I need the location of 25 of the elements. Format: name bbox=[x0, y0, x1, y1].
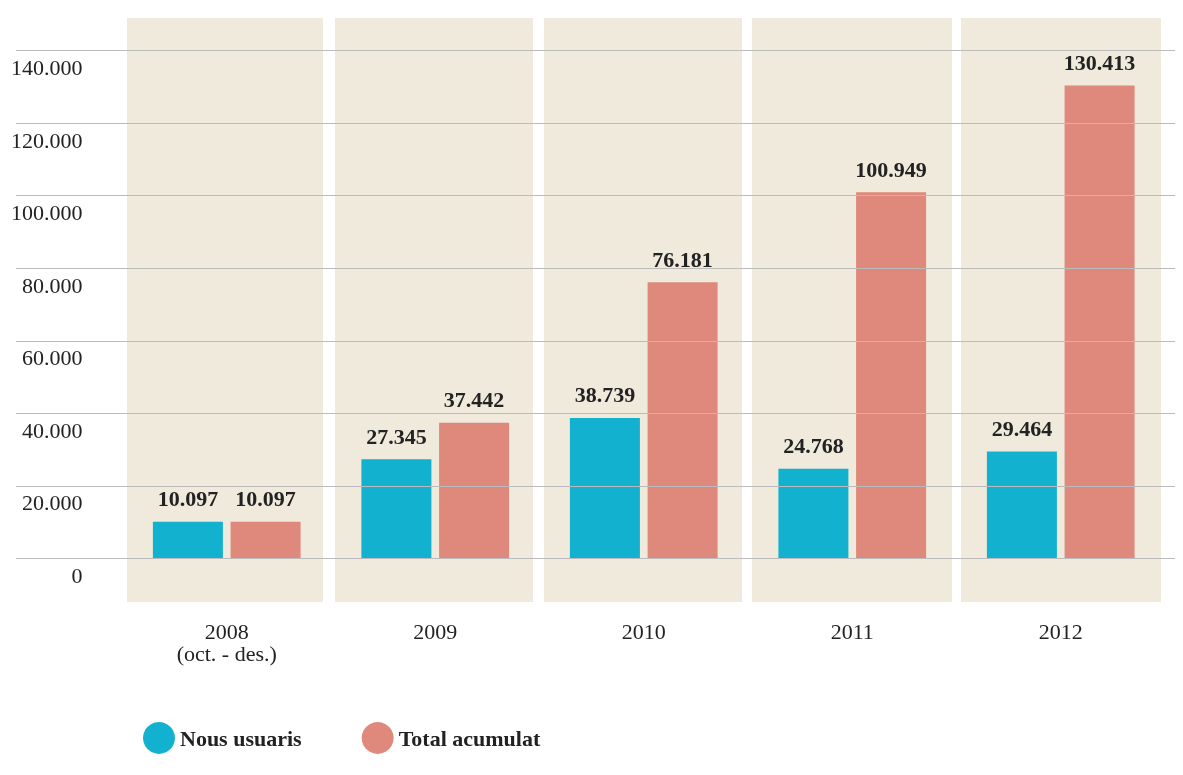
data-label: 38.739 bbox=[574, 382, 636, 408]
data-label: 100.949 bbox=[855, 156, 927, 182]
y-tick-label: 100.000 bbox=[11, 200, 83, 226]
data-label: 10.097 bbox=[235, 486, 296, 512]
data-label: 37.442 bbox=[443, 387, 505, 413]
data-label: 24.768 bbox=[783, 433, 844, 459]
x-tick-label: 2009 bbox=[413, 618, 458, 644]
y-tick-label: 120.000 bbox=[11, 127, 83, 153]
data-label: 29.464 bbox=[991, 416, 1053, 442]
data-label: 10.097 bbox=[157, 486, 219, 512]
data-label: 130.413 bbox=[1063, 49, 1136, 75]
x-tick-label: 2011 bbox=[830, 618, 874, 644]
data-label: 76.181 bbox=[652, 246, 713, 272]
data-label: 27.345 bbox=[366, 423, 427, 449]
y-tick-label: 60.000 bbox=[22, 345, 83, 371]
y-tick-label: 80.000 bbox=[22, 272, 83, 298]
y-tick-label: 0 bbox=[71, 562, 83, 588]
y-tick-label: 40.000 bbox=[22, 417, 83, 443]
y-tick-label: 140.000 bbox=[11, 55, 83, 81]
legend-label: Nous usuaris bbox=[180, 725, 303, 751]
x-tick-label: 2010 bbox=[621, 618, 666, 644]
y-tick-label: 20.000 bbox=[22, 490, 83, 516]
x-tick-label: 2008 (oct. - des.) bbox=[176, 618, 277, 666]
x-tick-label: 2012 bbox=[1038, 618, 1083, 644]
legend-label: Total acumulat bbox=[398, 725, 541, 751]
